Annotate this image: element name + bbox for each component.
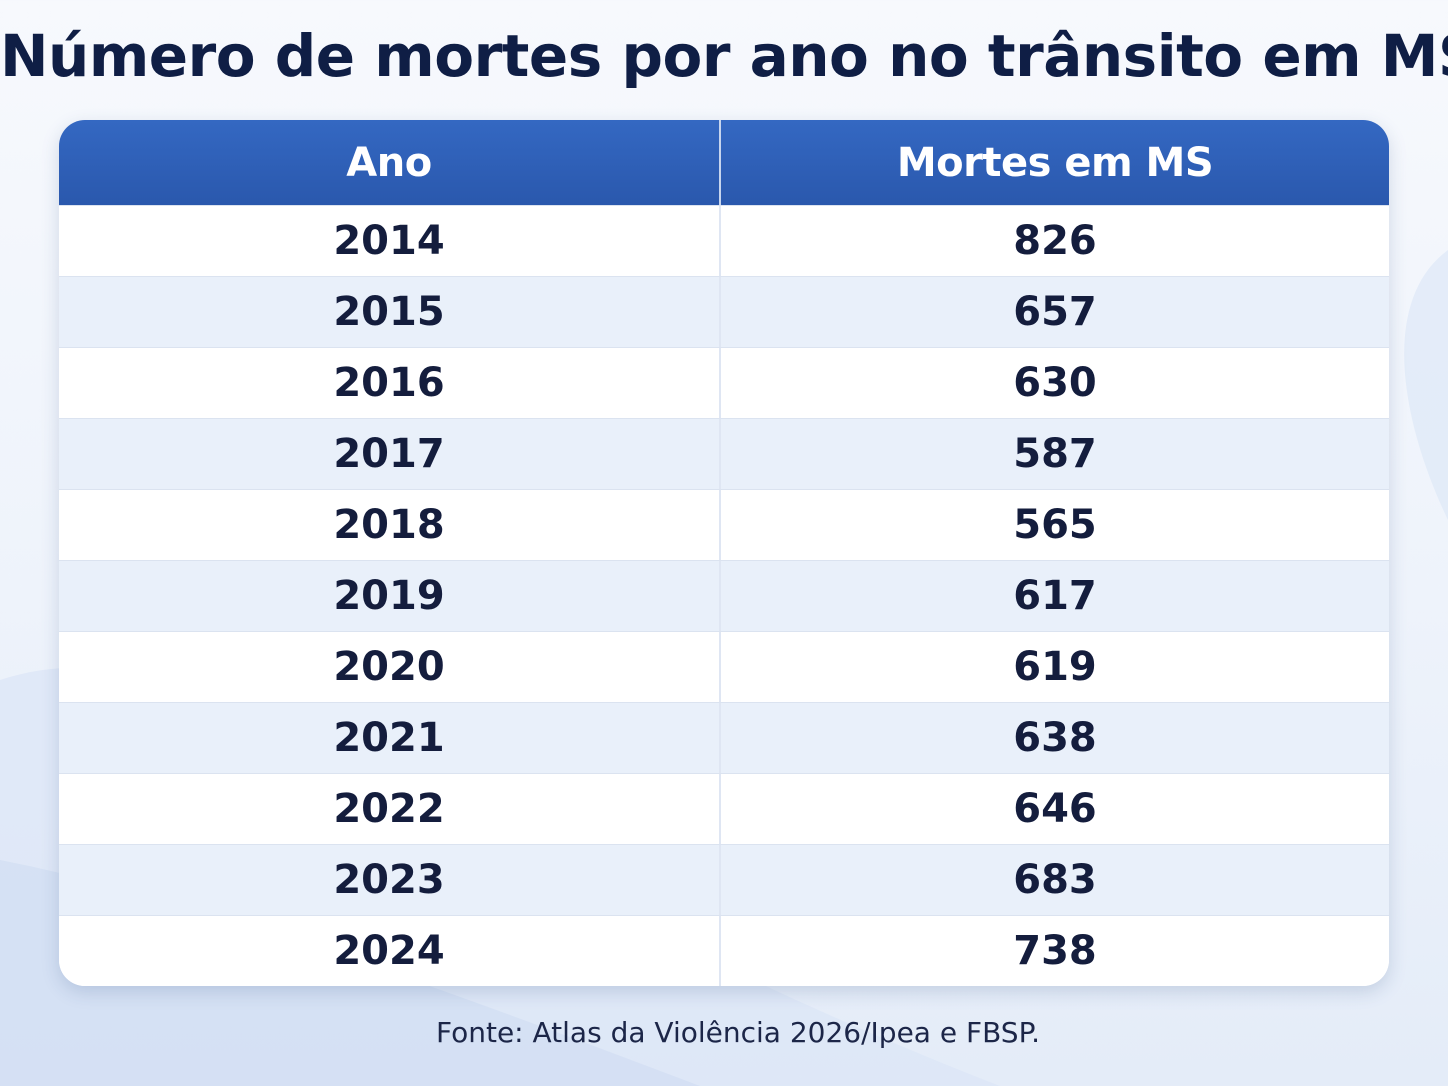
table-header: Ano Mortes em MS <box>59 120 1389 205</box>
table-row: 2017 587 <box>59 418 1389 489</box>
cell-deaths: 565 <box>1013 502 1097 548</box>
cell-deaths: 587 <box>1013 431 1097 477</box>
table-row: 2014 826 <box>59 205 1389 276</box>
table-row: 2018 565 <box>59 489 1389 560</box>
cell-year: 2019 <box>59 561 721 631</box>
cell-year: 2016 <box>59 348 721 418</box>
cell-deaths: 657 <box>1013 289 1097 335</box>
cell-deaths: 738 <box>1013 928 1097 974</box>
table-row: 2023 683 <box>59 844 1389 915</box>
cell-deaths: 619 <box>1013 644 1097 690</box>
cell-deaths: 683 <box>1013 857 1097 903</box>
page-title: Número de mortes por ano no trânsito em … <box>0 22 1448 90</box>
header-year: Ano <box>59 120 721 205</box>
table-body: 2014 826 2015 657 2016 630 2017 587 2018 565 2019 6… <box>59 205 1389 986</box>
table-row: 2022 646 <box>59 773 1389 844</box>
table-row: 2019 617 <box>59 560 1389 631</box>
header-deaths: Mortes em MS <box>896 139 1214 186</box>
table-row: 2024 738 <box>59 915 1389 986</box>
cell-deaths: 630 <box>1013 360 1097 406</box>
cell-deaths: 638 <box>1013 715 1097 761</box>
cell-year: 2021 <box>59 703 721 773</box>
cell-year: 2017 <box>59 419 721 489</box>
cell-deaths: 646 <box>1013 786 1097 832</box>
cell-deaths: 826 <box>1013 218 1097 264</box>
cell-deaths: 617 <box>1013 573 1097 619</box>
table-row: 2020 619 <box>59 631 1389 702</box>
data-table: Ano Mortes em MS 2014 826 2015 657 2016 630 20… <box>59 120 1389 986</box>
cell-year: 2023 <box>59 845 721 915</box>
cell-year: 2020 <box>59 632 721 702</box>
source-note: Fonte: Atlas da Violência 2026/Ipea e FB… <box>435 1016 1040 1049</box>
table-row: 2016 630 <box>59 347 1389 418</box>
table-row: 2021 638 <box>59 702 1389 773</box>
cell-year: 2018 <box>59 490 721 560</box>
cell-year: 2024 <box>59 916 721 986</box>
cell-year: 2022 <box>59 774 721 844</box>
cell-year: 2014 <box>59 206 721 276</box>
table-row: 2015 657 <box>59 276 1389 347</box>
cell-year: 2015 <box>59 277 721 347</box>
